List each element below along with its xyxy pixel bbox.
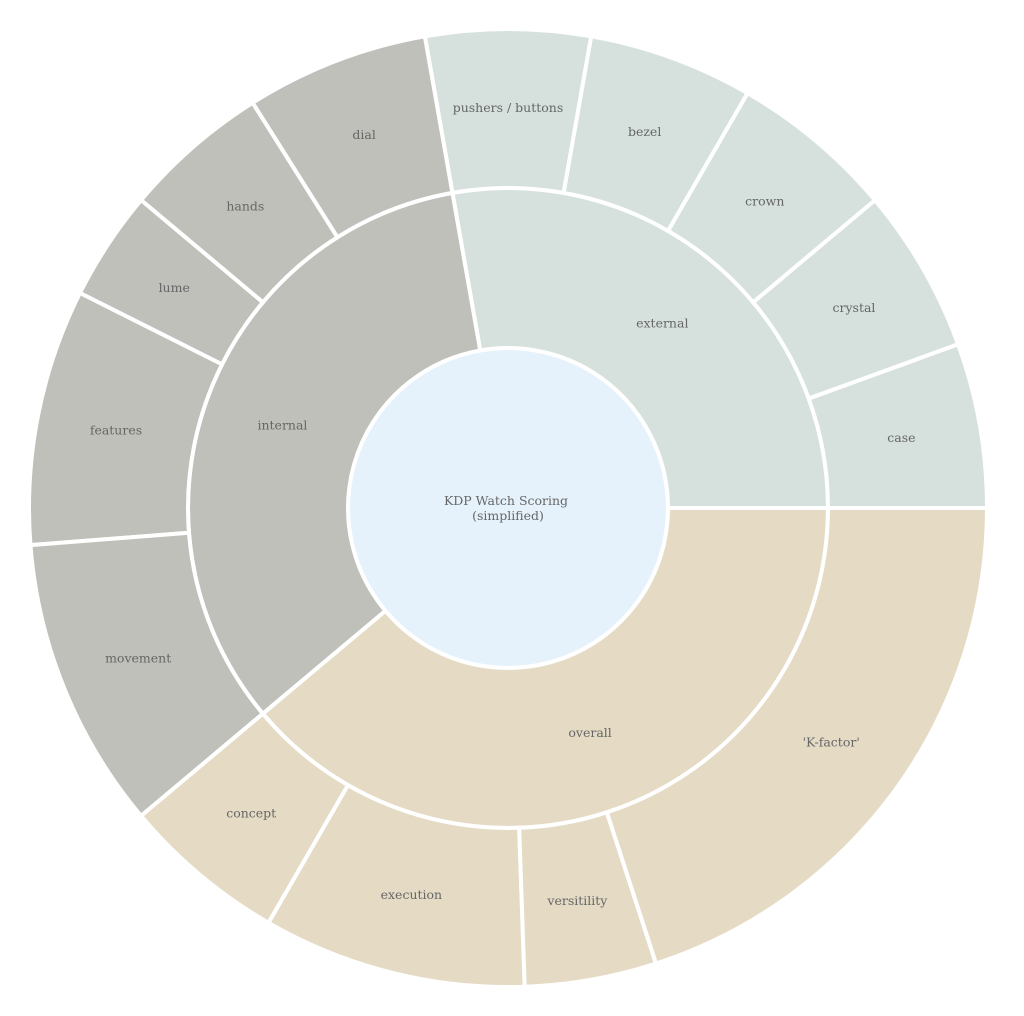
slice-label-execution: execution	[381, 887, 443, 902]
root-label-line-1: KDP Watch Scoring	[444, 493, 568, 508]
slice-label-k-factor: 'K-factor'	[803, 734, 860, 749]
slice-label-crystal: crystal	[833, 300, 876, 315]
root-label: KDP Watch Scoring (simplified)	[444, 493, 572, 523]
slice-label-versitility: versitility	[546, 893, 608, 908]
slice-label-case: case	[887, 430, 915, 445]
slice-label-bezel: bezel	[628, 124, 661, 139]
slice-k-factor	[604, 506, 990, 967]
slice-label-external: external	[636, 316, 688, 331]
slice-label-concept: concept	[226, 806, 276, 821]
slice-label-lume: lume	[159, 280, 190, 295]
sunburst-labels: external case crystal crown bezel pushers / b…	[90, 100, 916, 908]
slice-label-dial: dial	[352, 127, 375, 142]
slice-label-features: features	[90, 423, 142, 438]
sunburst-slices	[27, 27, 990, 989]
slice-label-pushers-buttons: pushers / buttons	[453, 100, 564, 115]
slice-label-internal: internal	[257, 417, 307, 432]
root-label-line-2: (simplified)	[472, 508, 544, 523]
slice-label-crown: crown	[745, 193, 784, 208]
slice-label-overall: overall	[568, 725, 611, 740]
slice-label-hands: hands	[226, 199, 264, 214]
slice-label-movement: movement	[105, 651, 171, 666]
